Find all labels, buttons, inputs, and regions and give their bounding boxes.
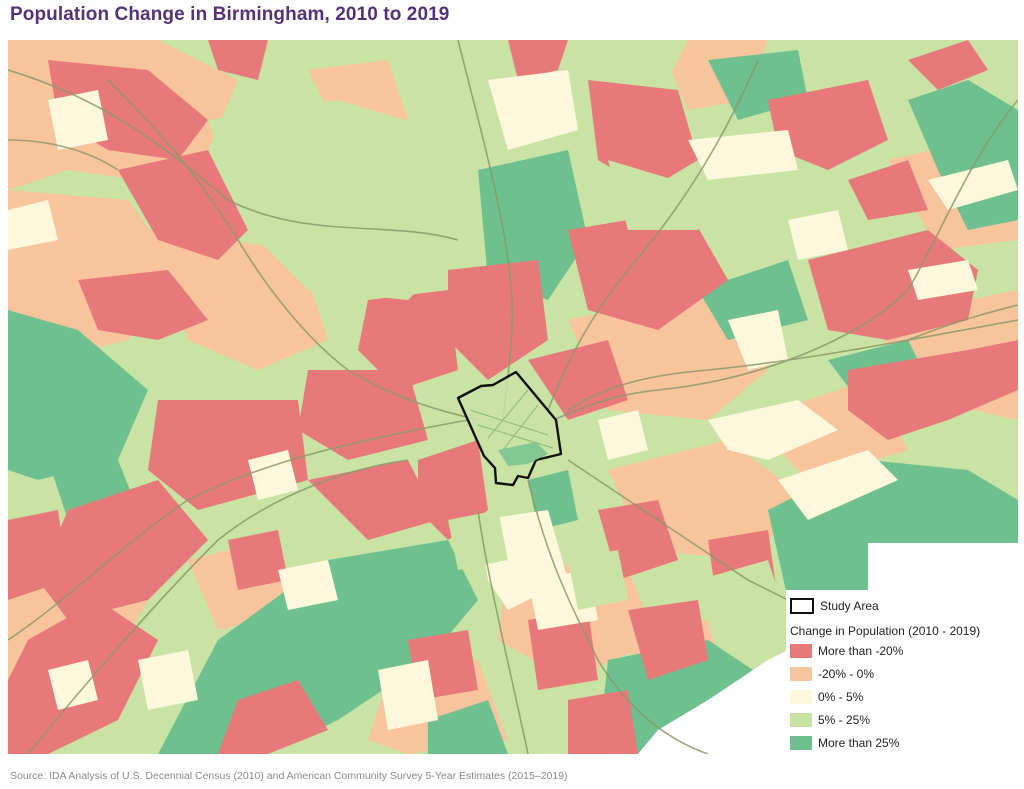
zones-0-5 [8,70,1018,730]
legend-item-more-than-25: More than 25% [790,736,899,750]
legend-item-0-5: 0% - 5% [790,690,863,704]
legend-item-label: More than -20% [818,644,904,658]
legend-swatch-dark-green [790,736,812,750]
legend-item-minus20-0: -20% - 0% [790,667,874,681]
map-title: Population Change in Birmingham, 2010 to… [10,4,450,25]
legend-item-label: -20% - 0% [818,667,875,681]
legend-study-area: Study Area [790,598,879,614]
map-legend: Study Area Change in Population (2010 - … [786,590,1018,754]
legend-item-more-than-minus20: More than -20% [790,644,903,658]
legend-item-label: 5% - 25% [818,713,871,727]
legend-item-label: 0% - 5% [818,690,864,704]
legend-item-label: More than 25% [818,736,900,750]
roads [8,40,1018,754]
legend-swatch-light-green [790,713,812,727]
study-area-swatch [790,598,814,614]
study-area-streets [469,389,554,451]
legend-title: Change in Population (2010 - 2019) [790,624,981,638]
legend-swatch-cream [790,690,812,704]
zones-5-25 [208,40,788,640]
source-note: Source: IDA Analysis of U.S. Decennial C… [10,770,568,782]
legend-study-area-label: Study Area [820,599,879,613]
legend-swatch-red [790,644,812,658]
legend-item-5-25: 5% - 25% [790,713,870,727]
study-area-green-block [498,442,548,466]
legend-swatch-peach [790,667,812,681]
